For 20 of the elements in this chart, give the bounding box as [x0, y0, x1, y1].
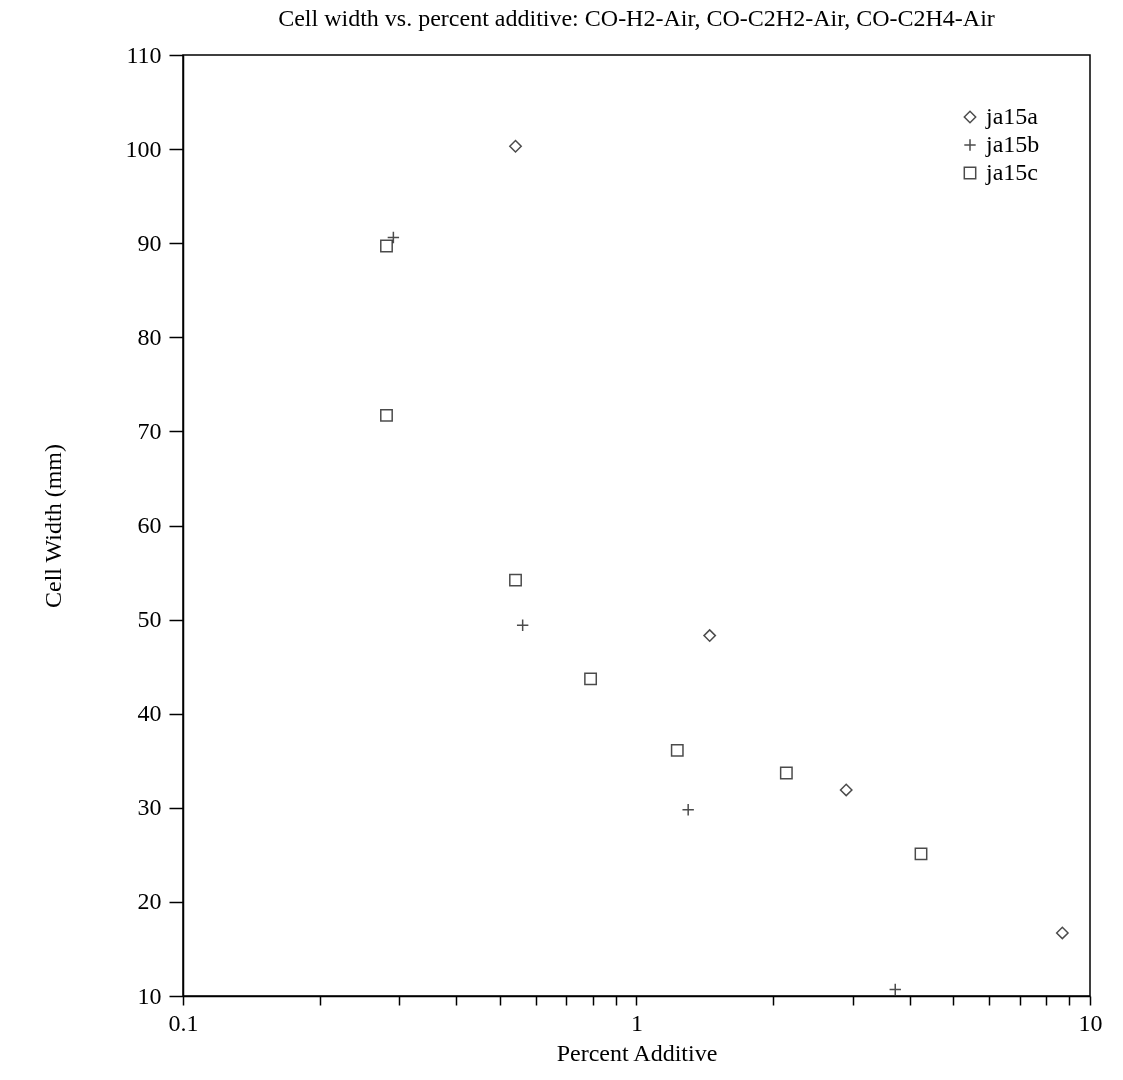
x-tick-label: 1 [631, 1009, 643, 1036]
y-tick-label: 90 [137, 229, 162, 256]
x-axis-title: Percent Additive [556, 1039, 718, 1066]
y-tick-label: 50 [137, 606, 162, 633]
y-tick-label: 60 [137, 512, 162, 538]
legend-label: ja15c [985, 159, 1038, 185]
y-axis-title: Cell Width (mm) [39, 444, 66, 608]
y-tick-label: 30 [137, 794, 162, 821]
y-tick-label: 110 [126, 41, 162, 68]
y-tick-label: 80 [137, 323, 162, 350]
y-tick-label: 70 [137, 417, 162, 444]
chart-title: Cell width vs. percent additive: CO-H2-Air, CO-C2H2-Air, CO-C2H4-Air [278, 5, 995, 31]
y-tick-label: 40 [137, 700, 162, 727]
x-tick-label: 0.1 [168, 1009, 199, 1036]
y-tick-label: 10 [137, 982, 162, 1009]
y-tick-label: 100 [125, 135, 162, 162]
legend-label: ja15a [985, 103, 1039, 129]
legend-label: ja15b [985, 131, 1040, 157]
x-tick-label: 10 [1078, 1009, 1103, 1036]
y-tick-label: 20 [137, 888, 162, 915]
